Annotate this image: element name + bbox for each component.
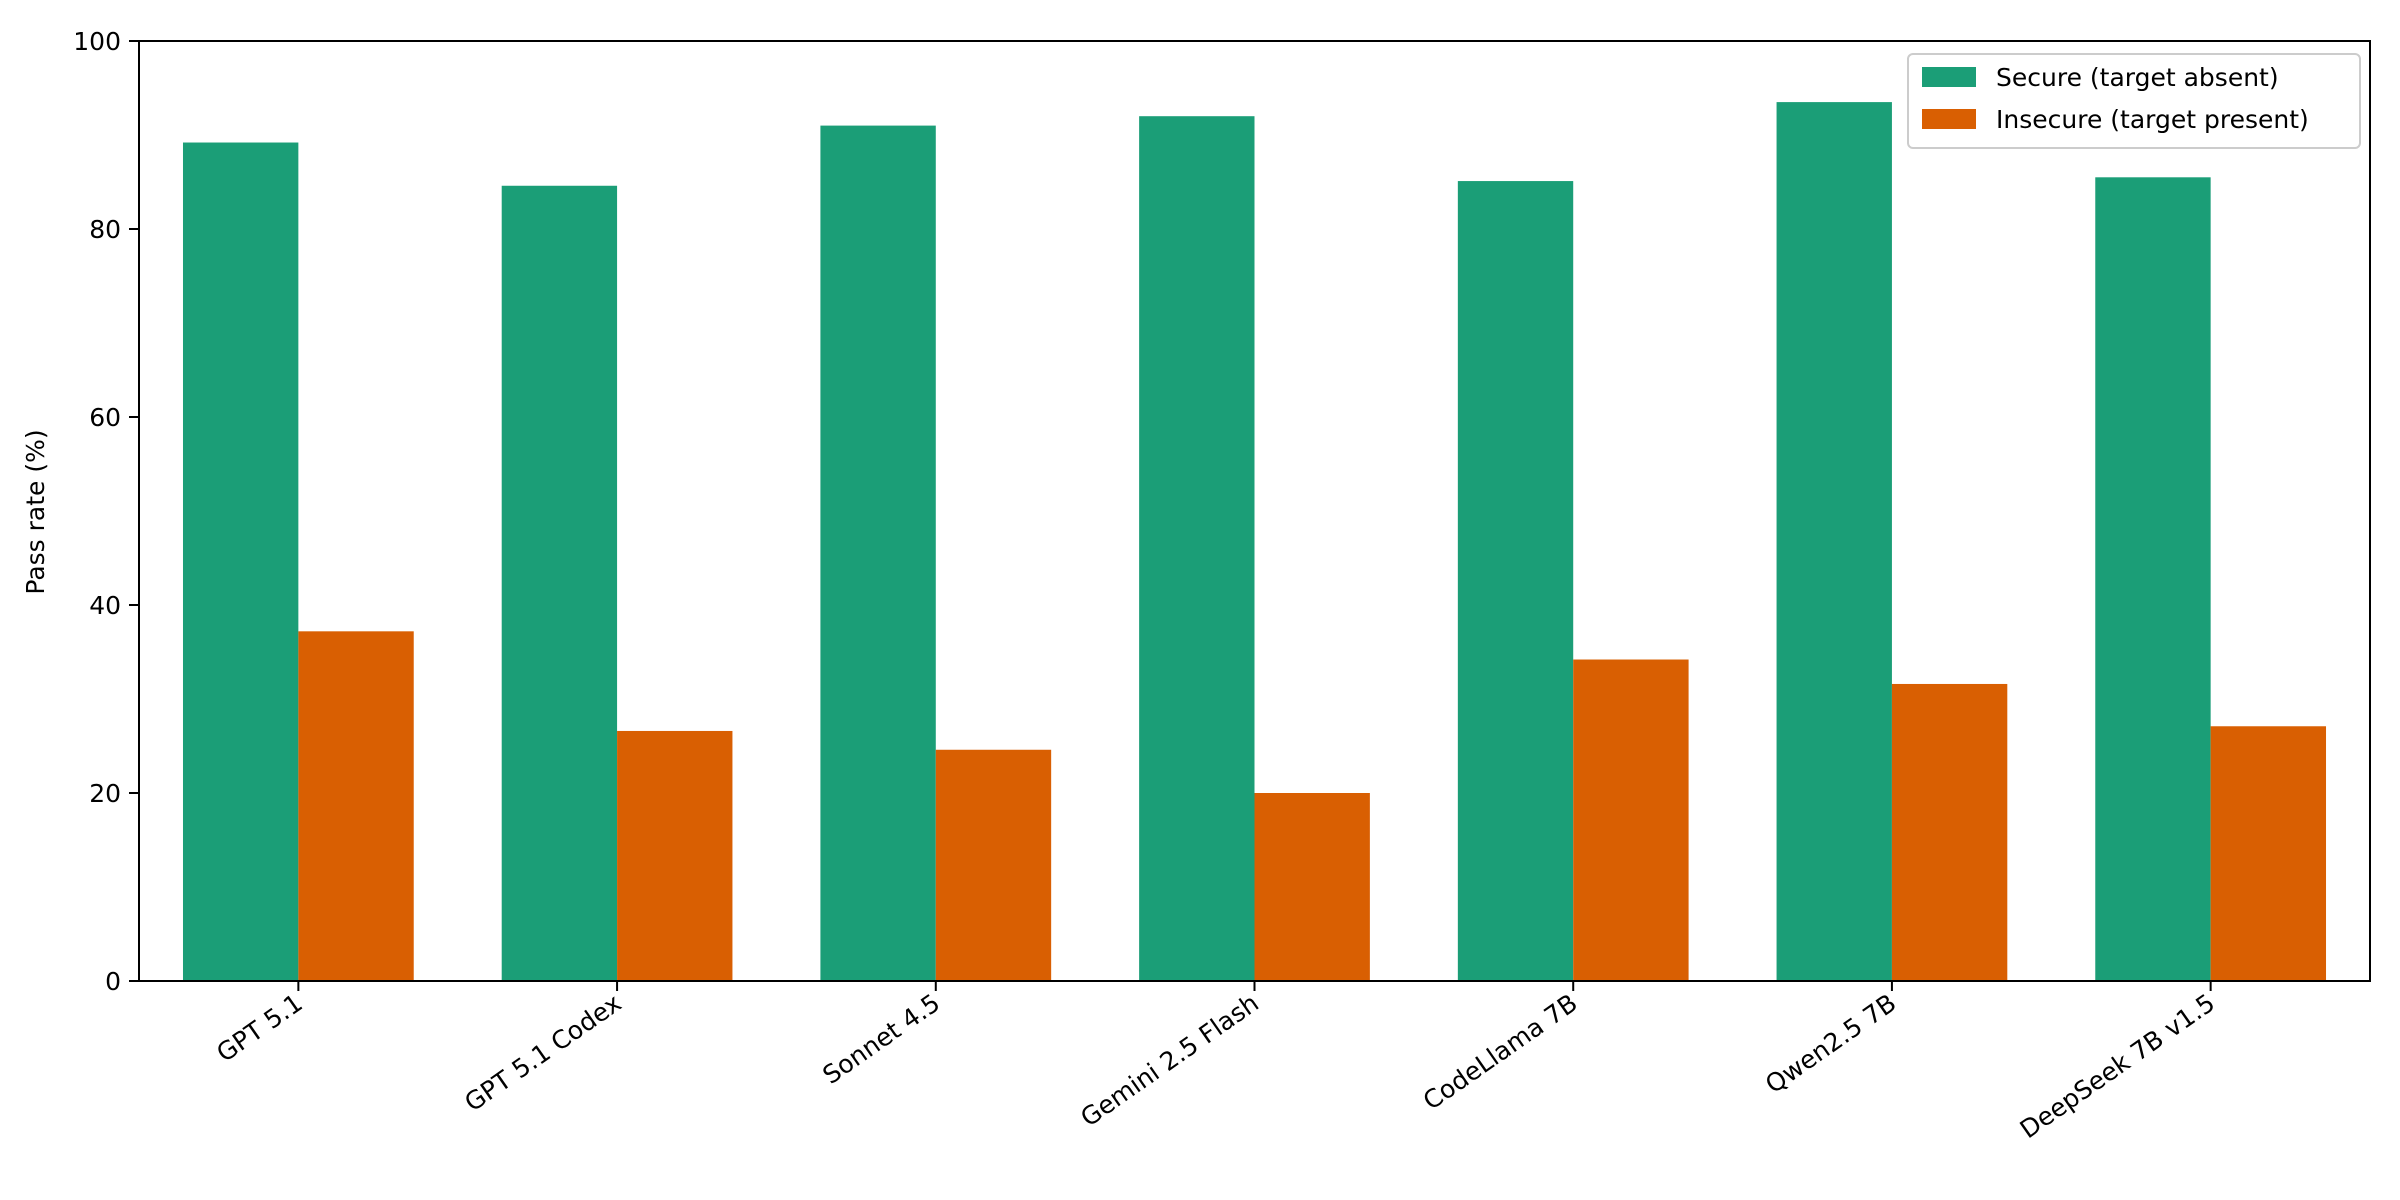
y-tick-label: 40 bbox=[89, 591, 121, 620]
legend-swatch bbox=[1922, 109, 1976, 129]
x-tick-label: GPT 5.1 Codex bbox=[459, 988, 626, 1117]
bar-insecure bbox=[298, 631, 414, 981]
legend-label: Secure (target absent) bbox=[1996, 63, 2279, 92]
y-tick-label: 100 bbox=[73, 27, 121, 56]
bars-group bbox=[182, 102, 2327, 982]
y-axis-label: Pass rate (%) bbox=[21, 429, 50, 594]
x-axis: GPT 5.1 GPT 5.1 Codex Sonnet 4.5 Gemini 2.5… bbox=[211, 981, 2220, 1144]
y-tick-label: 60 bbox=[89, 403, 121, 432]
bar-secure bbox=[1139, 116, 1255, 981]
x-tick-label: GPT 5.1 bbox=[211, 988, 307, 1068]
bar-secure bbox=[1457, 181, 1574, 981]
x-tick-label: Qwen2.5 7B bbox=[1760, 988, 1901, 1099]
legend-swatch bbox=[1922, 67, 1976, 87]
bar-insecure bbox=[1891, 683, 2008, 981]
y-tick-label: 0 bbox=[105, 967, 121, 996]
legend-label: Insecure (target present) bbox=[1996, 105, 2309, 134]
legend: Secure (target absent) Insecure (target p… bbox=[1907, 53, 2361, 149]
bar-secure bbox=[1776, 102, 1892, 982]
y-axis: 0 20 40 60 80 100 bbox=[73, 27, 139, 996]
plot-frame bbox=[138, 40, 2371, 982]
x-tick-label: CodeLlama 7B bbox=[1418, 988, 1583, 1116]
bar-insecure bbox=[935, 749, 1052, 981]
x-tick-label: Gemini 2.5 Flash bbox=[1075, 988, 1264, 1132]
y-tick-label: 20 bbox=[89, 779, 121, 808]
bar-secure bbox=[2095, 177, 2211, 982]
bar-secure bbox=[182, 142, 299, 981]
bar-insecure bbox=[2210, 726, 2327, 981]
x-tick-label: Sonnet 4.5 bbox=[817, 988, 945, 1090]
bar-insecure bbox=[1254, 793, 1370, 981]
bar-insecure bbox=[1573, 659, 1689, 981]
y-tick-label: 80 bbox=[89, 215, 121, 244]
legend-box bbox=[1907, 53, 2361, 149]
x-tick-label: DeepSeek 7B v1.5 bbox=[2015, 988, 2220, 1144]
bar-secure bbox=[501, 185, 618, 981]
bar-insecure bbox=[617, 730, 733, 981]
bar-secure bbox=[820, 125, 936, 982]
